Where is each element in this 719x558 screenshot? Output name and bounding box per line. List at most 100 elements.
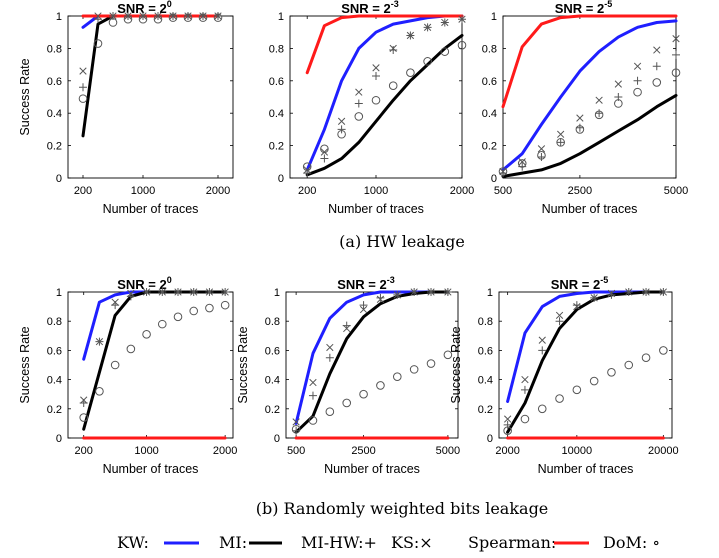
x-tick-label: 10000 bbox=[562, 445, 593, 457]
series-dom bbox=[302, 40, 467, 171]
x-tick-label: 2500 bbox=[568, 185, 592, 197]
cross-point bbox=[576, 114, 584, 122]
x-tick-label: 2000 bbox=[495, 445, 519, 457]
cross-point bbox=[503, 415, 512, 423]
plus-point bbox=[520, 385, 529, 394]
cross-point bbox=[154, 12, 162, 20]
series-line-spearman bbox=[305, 14, 464, 75]
circle-point bbox=[423, 57, 432, 66]
x-tick-label: 500 bbox=[494, 185, 512, 197]
x-axis-label: Number of traces bbox=[324, 462, 420, 476]
circle-point bbox=[555, 394, 564, 403]
y-tick-label: 0.4 bbox=[265, 375, 280, 387]
caption-b: (b) Randomly weighted bits leakage bbox=[256, 499, 549, 518]
circle-point bbox=[95, 386, 104, 396]
y-tick-label: 1 bbox=[56, 287, 62, 299]
series-ks bbox=[503, 288, 668, 423]
cross-point bbox=[538, 336, 546, 344]
plot-frame bbox=[67, 291, 234, 439]
series-mi-hw bbox=[499, 50, 680, 178]
x-tick-label: 1000 bbox=[134, 445, 158, 457]
y-tick-label: 0 bbox=[56, 173, 62, 185]
x-tick-label: 2500 bbox=[351, 445, 375, 457]
circle-point bbox=[354, 112, 364, 121]
legend-label-3: MI-HW:+ bbox=[301, 533, 377, 552]
plus-point bbox=[595, 109, 604, 118]
series-ks bbox=[79, 12, 222, 75]
circle-point bbox=[443, 350, 453, 360]
circle-point bbox=[589, 376, 599, 386]
y-tick-label: 0.4 bbox=[47, 375, 62, 387]
cross-point bbox=[124, 12, 132, 20]
series-line-mi bbox=[294, 290, 450, 434]
series-ks bbox=[499, 35, 680, 176]
circle-point bbox=[337, 129, 346, 139]
circle-point bbox=[426, 359, 436, 368]
cross-point bbox=[427, 288, 435, 296]
series-dom bbox=[78, 13, 223, 103]
plus-point bbox=[354, 99, 363, 108]
y-tick-label: 0.4 bbox=[482, 108, 497, 120]
x-axis-label: Number of traces bbox=[542, 202, 638, 216]
cross-point bbox=[518, 158, 526, 166]
x-tick-label: 200 bbox=[74, 185, 92, 197]
plus-point bbox=[79, 83, 87, 92]
circle-point bbox=[359, 389, 368, 399]
cross-point bbox=[406, 31, 415, 40]
cross-point bbox=[590, 294, 598, 302]
series-mi bbox=[294, 290, 450, 434]
plus-point bbox=[389, 46, 398, 55]
cross-point bbox=[372, 64, 380, 72]
cross-point bbox=[642, 288, 650, 296]
circle-point bbox=[556, 138, 565, 147]
x-tick-label: 20000 bbox=[648, 445, 679, 457]
circle-point bbox=[537, 151, 546, 160]
cross-point bbox=[653, 46, 661, 54]
cross-point bbox=[423, 23, 432, 31]
y-tick-label: 0.6 bbox=[47, 345, 62, 357]
circle-point bbox=[614, 99, 623, 108]
circle-point bbox=[624, 360, 634, 370]
circle-point bbox=[652, 78, 662, 87]
x-tick-label: 5000 bbox=[664, 185, 688, 197]
y-axis-label: Success Rate bbox=[449, 326, 463, 403]
circle-point bbox=[406, 68, 415, 77]
plus-point bbox=[575, 123, 584, 132]
plus-point bbox=[572, 301, 581, 310]
y-tick-label: 1 bbox=[491, 11, 497, 23]
circle-point bbox=[110, 360, 120, 370]
circle-point bbox=[168, 13, 178, 22]
cross-point bbox=[441, 18, 449, 27]
series-mi bbox=[506, 290, 665, 434]
legend-label-5: Spearman: bbox=[468, 533, 556, 552]
series-kw bbox=[501, 19, 678, 172]
series-mi bbox=[305, 33, 464, 177]
y-tick-label: 0.8 bbox=[47, 316, 62, 328]
y-tick-label: 0.4 bbox=[269, 108, 284, 120]
series-dom bbox=[291, 350, 453, 434]
cross-point bbox=[458, 15, 466, 23]
circle-point bbox=[123, 14, 133, 24]
circle-point bbox=[659, 346, 668, 355]
circle-point bbox=[198, 13, 208, 22]
x-tick-label: 500 bbox=[287, 445, 305, 457]
legend-label-6: DoM: ∘ bbox=[603, 533, 660, 552]
series-line-mi bbox=[501, 93, 678, 178]
chart-panel-4: 0 0.2 0.4 0.6 0.8 1 200 1000 2000 SNR = 20 Number … bbox=[18, 275, 237, 476]
plus-point bbox=[308, 391, 317, 400]
cross-point bbox=[633, 62, 642, 70]
y-tick-label: 0 bbox=[278, 173, 284, 185]
cross-point bbox=[444, 288, 452, 296]
cross-point bbox=[614, 80, 622, 88]
circle-point bbox=[342, 398, 352, 408]
x-axis-label: Number of traces bbox=[103, 202, 199, 216]
plus-point bbox=[359, 301, 368, 310]
chart-panel-1: 0 0.2 0.4 0.6 0.8 1 200 1000 2000 SNR = 20 Number … bbox=[18, 0, 234, 216]
circle-point bbox=[409, 365, 419, 374]
series-mi bbox=[81, 14, 220, 138]
x-axis-label: Number of traces bbox=[328, 202, 424, 216]
y-tick-label: 0.2 bbox=[47, 404, 62, 416]
circle-point bbox=[325, 407, 335, 417]
series-mi bbox=[82, 290, 227, 431]
legend-label-1: KW: bbox=[117, 533, 149, 552]
